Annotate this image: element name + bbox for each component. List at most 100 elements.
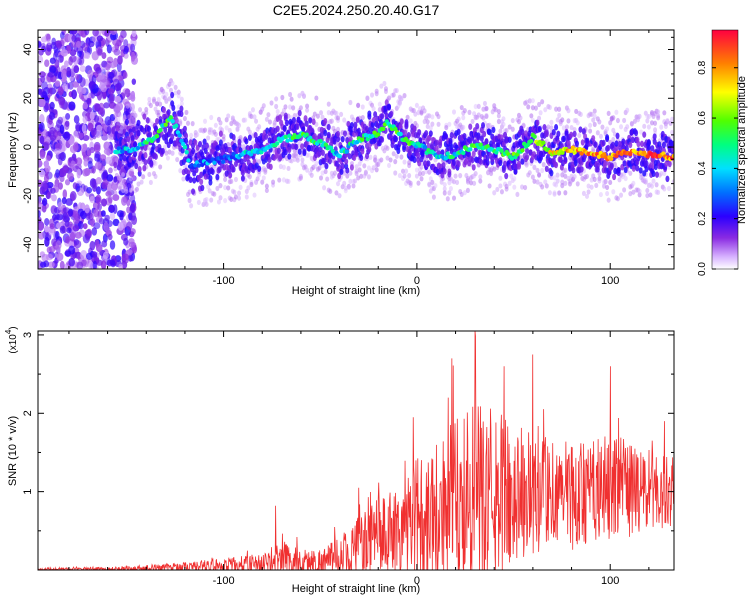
heatmap-cell	[325, 176, 330, 182]
heatmap-cell	[336, 115, 341, 121]
heatmap-cell	[595, 130, 600, 136]
heatmap-cell	[110, 30, 118, 36]
heatmap-cell	[456, 128, 461, 136]
heatmap-cell	[286, 178, 291, 185]
heatmap-cell	[122, 155, 127, 162]
heatmap-cell	[128, 187, 133, 193]
heatmap-cell	[46, 191, 52, 199]
heatmap-cell	[447, 171, 452, 178]
heatmap-cell	[363, 132, 369, 138]
heatmap-cell	[67, 208, 73, 217]
heatmap-cell	[168, 115, 174, 120]
heatmap-cell	[666, 185, 671, 192]
heatmap-cell	[380, 132, 385, 138]
heatmap-cell	[393, 170, 398, 176]
heatmap-cell	[55, 40, 62, 49]
heatmap-cell	[468, 123, 473, 130]
heatmap-cell	[305, 107, 310, 113]
heatmap-cell	[161, 88, 166, 95]
heatmap-cell	[452, 109, 457, 115]
heatmap-cell	[269, 100, 274, 106]
heatmap-cell	[215, 173, 220, 181]
heatmap-cell	[570, 145, 576, 150]
heatmap-cell	[360, 104, 365, 110]
heatmap-cell	[48, 245, 56, 253]
heatmap-cell	[126, 206, 131, 214]
heatmap-cell	[39, 97, 46, 108]
heatmap-cell	[145, 117, 150, 124]
heatmap-cell	[344, 158, 349, 165]
heatmap-cell	[136, 181, 141, 187]
heatmap-cell	[412, 156, 417, 164]
heatmap-cell	[177, 133, 182, 138]
heatmap-cell	[495, 186, 500, 193]
heatmap-cell	[649, 183, 654, 189]
heatmap-cell	[130, 51, 136, 62]
heatmap-cell	[419, 110, 424, 116]
heatmap-cell	[585, 193, 590, 199]
heatmap-cell	[491, 126, 496, 134]
heatmap-cell	[653, 120, 658, 126]
heatmap-cell	[181, 176, 186, 182]
heatmap-cell	[665, 175, 670, 183]
heatmap-cell	[630, 136, 635, 144]
heatmap-cell	[541, 140, 546, 145]
heatmap-cell	[294, 143, 299, 151]
heatmap-cell	[142, 164, 147, 172]
heatmap-cell	[200, 162, 205, 167]
heatmap-cell	[628, 141, 633, 149]
heatmap-cell	[306, 152, 311, 158]
heatmap-cell	[475, 122, 480, 130]
heatmap-cell	[530, 105, 535, 111]
heatmap-cell	[247, 134, 252, 141]
heatmap-cell	[127, 114, 132, 120]
heatmap-cell	[366, 165, 371, 171]
heatmap-cell	[492, 166, 497, 172]
heatmap-cell	[532, 178, 537, 184]
heatmap-cell	[592, 108, 597, 114]
heatmap-cell	[569, 124, 574, 131]
heatmap-cell	[373, 157, 378, 163]
heatmap-cell	[85, 52, 91, 59]
heatmap-cell	[79, 65, 86, 72]
heatmap-cell	[342, 117, 347, 123]
heatmap-cell	[63, 131, 71, 141]
heatmap-cell	[47, 87, 53, 97]
heatmap-cell	[598, 191, 603, 198]
heatmap-cell	[130, 43, 136, 52]
heatmap-cell	[283, 104, 288, 110]
heatmap-cell	[42, 141, 50, 151]
heatmap-cell	[436, 113, 441, 120]
x-tick-label: 100	[601, 575, 619, 587]
heatmap-cell	[114, 149, 120, 155]
heatmap-cell	[537, 172, 542, 178]
heatmap-cell	[218, 195, 223, 201]
heatmap-cell	[147, 171, 152, 178]
heatmap-cell	[436, 121, 441, 127]
heatmap-cell	[398, 131, 403, 137]
heatmap-cell	[430, 114, 435, 120]
heatmap-cell	[189, 203, 194, 209]
heatmap-cell	[389, 110, 394, 118]
heatmap-cell	[581, 190, 586, 196]
heatmap-cell	[634, 129, 639, 137]
heatmap-cell	[223, 184, 228, 191]
heatmap-cell	[585, 173, 590, 179]
heatmap-cell	[179, 101, 184, 107]
heatmap-cell	[281, 177, 286, 183]
snr-panel: -100 0 100 1 2 3 Height of straight line (km…	[4, 326, 675, 595]
heatmap-cell	[485, 159, 490, 166]
heatmap-cell	[560, 117, 565, 123]
heatmap-cell	[353, 121, 358, 129]
heatmap-cell	[470, 156, 475, 164]
heatmap-cell	[191, 147, 196, 155]
heatmap-cell	[349, 122, 354, 129]
heatmap-cell	[112, 194, 120, 202]
heatmap-cell	[173, 84, 178, 90]
heatmap-cell	[345, 173, 350, 179]
colorbar-tick-label: 0.0	[697, 262, 708, 276]
heatmap-cell	[394, 135, 399, 143]
heatmap-cell	[257, 159, 262, 165]
heatmap-cell	[601, 139, 606, 147]
